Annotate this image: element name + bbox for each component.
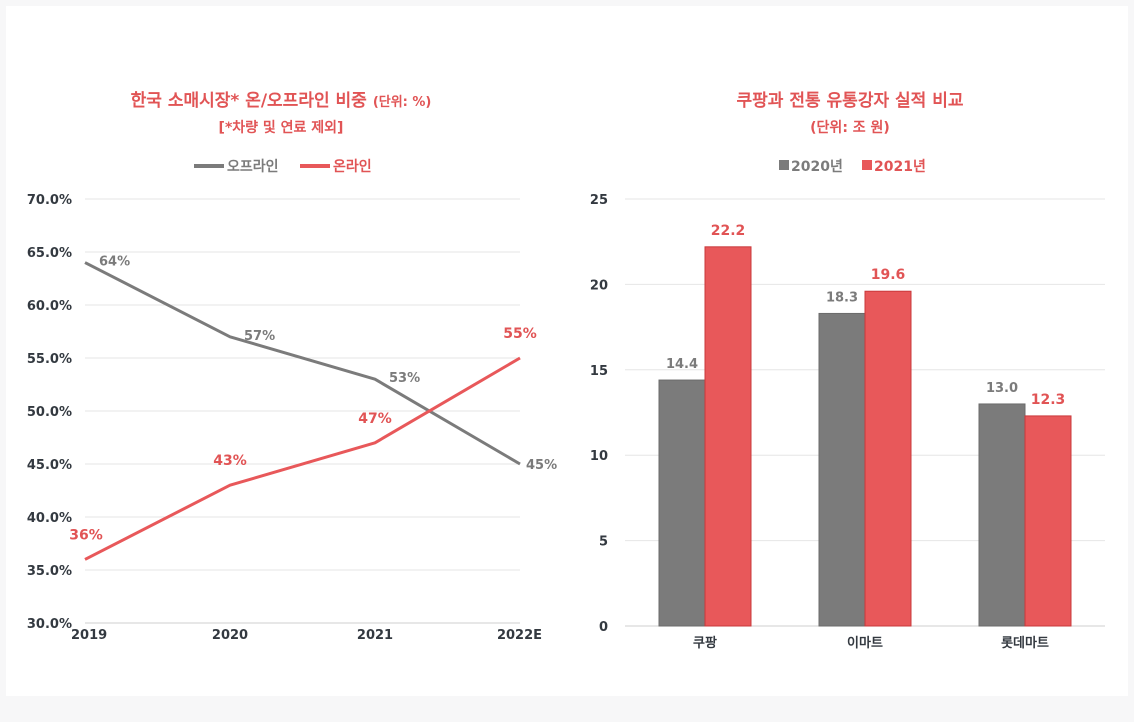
line-y-tick: 40.0%: [27, 511, 72, 526]
line-x-tick: 2019: [71, 628, 107, 643]
legend-2021-swatch: [862, 160, 872, 170]
online-data-label: 55%: [503, 326, 537, 342]
chart-panel: [6, 6, 1128, 696]
bar-2020: [658, 379, 706, 627]
bar-y-tick: 5: [599, 535, 608, 550]
bar-y-tick: 10: [590, 449, 608, 464]
bar-2021-label: 12.3: [1031, 392, 1066, 408]
line-y-tick: 70.0%: [27, 193, 72, 208]
legend-online-label: 온라인: [333, 158, 372, 175]
offline-series-line: [84, 261, 521, 466]
online-data-label: 36%: [69, 527, 103, 543]
bar-2021-label: 22.2: [711, 223, 746, 239]
line-y-tick: 50.0%: [27, 405, 72, 420]
line-y-tick: 30.0%: [27, 617, 72, 632]
bar-y-tick: 25: [590, 193, 608, 208]
online-data-label: 43%: [213, 453, 247, 469]
bar-2021: [1024, 415, 1072, 627]
bar-x-tick: 이마트: [847, 635, 883, 651]
legend-offline-label: 오프라인: [227, 158, 279, 175]
line-chart-title: 한국 소매시장* 온/오프라인 비중 (단위: %): [131, 91, 432, 111]
line-y-tick: 35.0%: [27, 564, 72, 579]
bar-2021: [704, 246, 752, 627]
bar-2021: [864, 290, 912, 627]
bar-2020-label: 18.3: [826, 290, 858, 305]
offline-data-label: 45%: [526, 458, 557, 473]
line-chart: 30.0% 35.0% 40.0% 45.0% 50.0% 55.0% 60.0% 65.0%…: [27, 193, 557, 643]
bar-2020: [978, 403, 1026, 627]
line-x-tick: 2021: [357, 628, 393, 643]
line-y-tick: 65.0%: [27, 246, 72, 261]
bar-y-tick: 15: [590, 364, 608, 379]
line-x-tick: 2020: [212, 628, 248, 643]
bar-chart-subtitle: (단위: 조 원): [810, 119, 890, 136]
offline-data-label: 57%: [244, 329, 275, 344]
legend-2020-label: 2020년: [791, 159, 843, 175]
offline-data-label: 53%: [389, 371, 420, 386]
line-chart-title-unit: (단위: %): [373, 94, 432, 110]
line-y-tick: 60.0%: [27, 299, 72, 314]
online-data-label: 47%: [358, 411, 392, 427]
line-y-tick: 45.0%: [27, 458, 72, 473]
bar-chart-title: 쿠팡과 전통 유통강자 실적 비교: [737, 91, 964, 111]
bar-2020-label: 14.4: [666, 357, 698, 372]
bar-2020: [818, 312, 866, 627]
line-x-tick: 2022E: [497, 628, 542, 643]
bar-y-tick: 0: [599, 620, 608, 635]
legend-2020-swatch: [779, 160, 789, 170]
bar-x-tick: 쿠팡: [693, 635, 717, 651]
bar-x-tick: 롯데마트: [1001, 635, 1049, 651]
line-chart-subtitle: [*차량 및 연료 제외]: [219, 119, 344, 136]
legend-2021-label: 2021년: [874, 159, 926, 175]
bar-2021-label: 19.6: [871, 267, 906, 283]
offline-data-label: 64%: [99, 255, 130, 270]
line-y-tick: 55.0%: [27, 352, 72, 367]
bar-chart: 0 5 10 15 20 25 쿠팡 14.4 22.2 이마트 18.3 19.6 롯데마트 13.0 1…: [590, 193, 1105, 651]
bar-2020-label: 13.0: [986, 381, 1018, 396]
online-series-line: [84, 356, 521, 561]
bar-y-tick: 20: [590, 278, 608, 293]
